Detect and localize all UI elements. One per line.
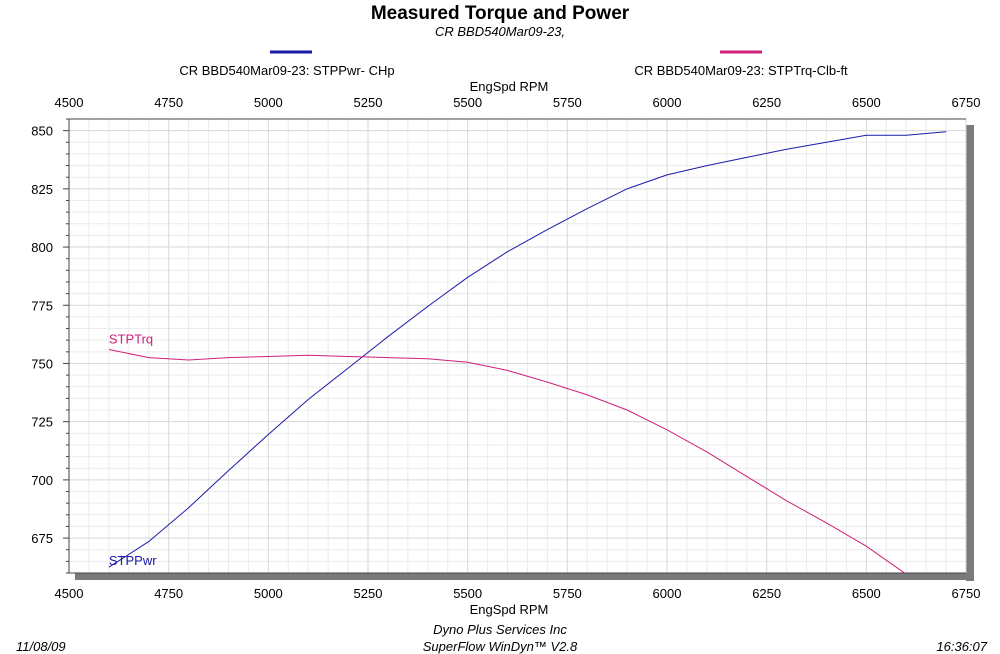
plot-shadow — [75, 125, 974, 581]
x-tick-label-bottom: 6000 — [653, 586, 682, 601]
x-tick-label-top: 5000 — [254, 95, 283, 110]
x-tick-label-top: 5750 — [553, 95, 582, 110]
x-tick-label-bottom: 6500 — [852, 586, 881, 601]
x-tick-label-bottom: 5000 — [254, 586, 283, 601]
footer-time: 16:36:07 — [936, 639, 987, 654]
x-tick-label-top: 6750 — [952, 95, 981, 110]
x-tick-label-top: 4750 — [154, 95, 183, 110]
x-tick-label-bottom: 5250 — [354, 586, 383, 601]
x-tick-label-top: 6250 — [752, 95, 781, 110]
axes — [63, 118, 966, 574]
x-tick-label-top: 4500 — [55, 95, 84, 110]
series-label-stptrq: STPTrq — [109, 331, 153, 346]
y-tick-label: 850 — [31, 124, 53, 139]
chart-title: Measured Torque and Power — [371, 3, 630, 24]
y-tick-label: 725 — [31, 415, 53, 430]
x-axis-title-bottom: EngSpd RPM — [470, 602, 549, 617]
x-tick-label-bottom: 4500 — [55, 586, 84, 601]
plot-shadow-bottom — [75, 573, 974, 580]
series-label-stppwr: STPPwr — [109, 553, 157, 568]
y-tick-label: 675 — [31, 531, 53, 546]
x-tick-label-bottom: 6250 — [752, 586, 781, 601]
y-tick-label: 825 — [31, 182, 53, 197]
footer-date: 11/08/09 — [16, 639, 66, 654]
x-tick-label-top: 5250 — [354, 95, 383, 110]
series: STPPwr STPTrq — [108, 131, 947, 573]
footer-software: SuperFlow WinDyn™ V2.8 — [423, 639, 578, 654]
y-tick-label: 775 — [31, 298, 53, 313]
y-tick-label: 800 — [31, 240, 53, 255]
x-tick-label-top: 6000 — [653, 95, 682, 110]
legend-power-label: CR BBD540Mar09-23: STPPwr- CHp — [179, 63, 394, 78]
y-tick-label: 700 — [31, 473, 53, 488]
footer-company: Dyno Plus Services Inc — [433, 622, 567, 637]
x-tick-label-top: 6500 — [852, 95, 881, 110]
y-tick-label: 750 — [31, 356, 53, 371]
series-line-stppwr — [108, 131, 947, 568]
x-tick-label-bottom: 5750 — [553, 586, 582, 601]
x-tick-label-bottom: 4750 — [154, 586, 183, 601]
x-tick-label-top: 5500 — [453, 95, 482, 110]
chart-subtitle: CR BBD540Mar09-23, — [435, 24, 565, 39]
legend-torque-label: CR BBD540Mar09-23: STPTrq-Clb-ft — [634, 63, 848, 78]
x-tick-label-bottom: 6750 — [952, 586, 981, 601]
legend: CR BBD540Mar09-23: STPPwr- CHp CR BBD540… — [179, 50, 848, 78]
series-line-stptrq — [108, 349, 906, 573]
tick-labels: 4500 4500 4750 4750 5000 5000 5250 5250 5500 5500… — [31, 95, 980, 601]
plot-shadow-right — [966, 125, 974, 581]
x-tick-label-bottom: 5500 — [453, 586, 482, 601]
grid — [68, 119, 967, 574]
x-axis-title-top: EngSpd RPM — [470, 79, 549, 94]
